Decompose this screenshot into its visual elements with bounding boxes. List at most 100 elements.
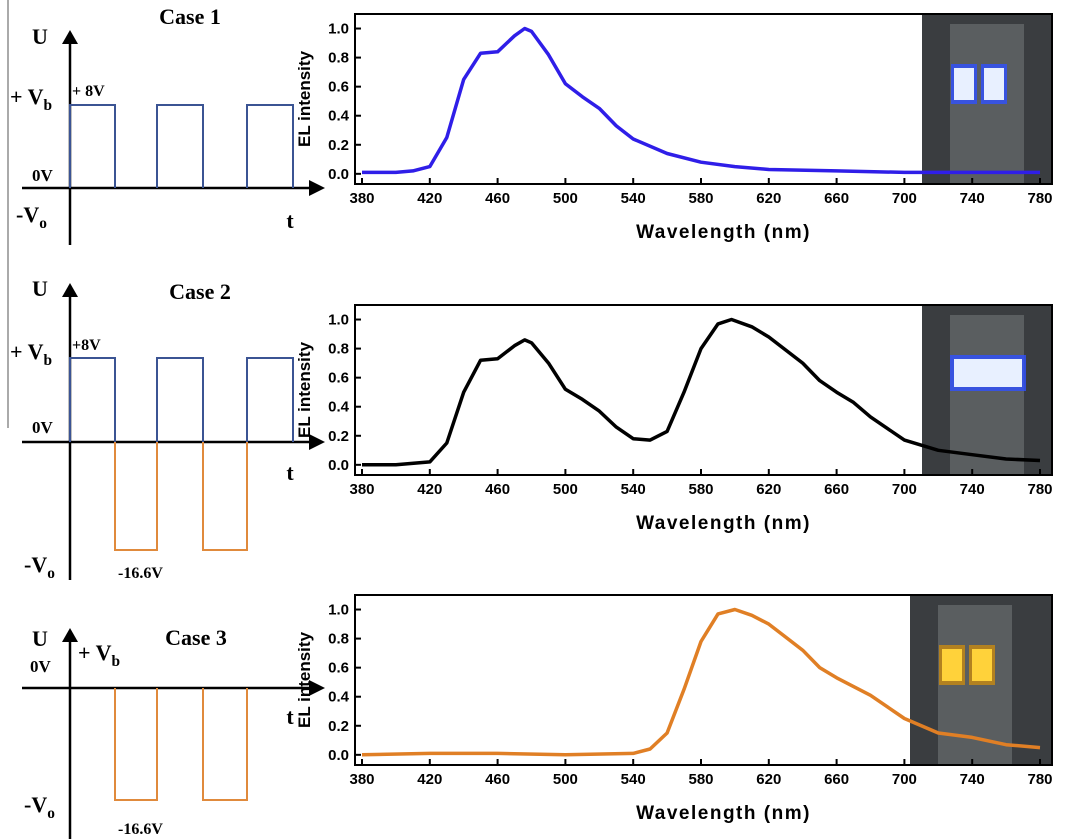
x-tick-label: 540	[621, 481, 646, 498]
x-tick-label: 540	[621, 190, 646, 207]
label-subscript: b	[44, 352, 53, 369]
y-tick-label: 0.0	[328, 166, 349, 183]
x-tick-label: 420	[417, 190, 442, 207]
pulse-positive	[69, 357, 116, 442]
x-tick-label: 740	[960, 481, 985, 498]
y-tick-label: 0.8	[328, 50, 349, 67]
x-tick-label: 620	[756, 771, 781, 788]
pulse-negative	[114, 442, 158, 551]
diagram-title: Case 2	[169, 279, 231, 304]
x-tick-label: 380	[349, 481, 374, 498]
x-tick-label: 380	[349, 771, 374, 788]
y-arrow	[62, 628, 78, 642]
diagram-title: Case 1	[159, 4, 221, 29]
photo-glow	[972, 649, 992, 681]
y-tick-label: 1.0	[328, 602, 349, 619]
y-tick-label: 0.6	[328, 79, 349, 96]
label-text: + V	[10, 339, 44, 364]
y-tick-label: 1.0	[328, 312, 349, 329]
y-tick-label: 0.8	[328, 631, 349, 648]
diagram-label: 0V	[32, 166, 54, 185]
y-axis-title: EL intensity	[295, 341, 314, 438]
x-tick-label: 780	[1027, 190, 1052, 207]
x-axis-title: Wavelength (nm)	[636, 803, 811, 824]
x-tick-label: 780	[1027, 771, 1052, 788]
photo-glow	[942, 649, 962, 681]
x-tick-label: 700	[892, 190, 917, 207]
plot-frame	[354, 13, 1053, 185]
label-text: + V	[78, 640, 112, 665]
y-axis-label: U	[32, 276, 48, 301]
diagram-label: 0V	[30, 657, 52, 676]
label-subscript: o	[39, 215, 47, 232]
x-tick-label: 700	[892, 771, 917, 788]
x-tick-label: 500	[553, 771, 578, 788]
diagram-label: + 8V	[72, 83, 105, 100]
x-tick-label: 580	[688, 481, 713, 498]
x-tick-label: 460	[485, 771, 510, 788]
x-axis-title: Wavelength (nm)	[636, 513, 811, 534]
diagram-label: + Vb	[10, 84, 52, 114]
diagram-label: -16.6V	[118, 821, 163, 838]
photo-glow	[984, 68, 1004, 100]
x-tick-label: 580	[688, 190, 713, 207]
pulse-negative	[114, 688, 158, 801]
pulse-positive	[246, 104, 294, 188]
label-text: -V	[24, 552, 47, 577]
label-subscript: b	[44, 97, 53, 114]
diagram-label: + Vb	[78, 640, 120, 670]
y-tick-label: 0.2	[328, 718, 349, 735]
y-tick-label: 0.2	[328, 137, 349, 154]
label-text: -V	[16, 202, 39, 227]
x-tick-label: 660	[824, 481, 849, 498]
x-tick-label: 620	[756, 190, 781, 207]
y-tick-label: 0.4	[328, 689, 350, 706]
x-axis-label: t	[286, 704, 294, 729]
pulse-positive	[69, 104, 116, 188]
y-axis-label: U	[32, 626, 48, 651]
spectrum-line	[362, 26, 1040, 175]
label-text: 0V	[32, 166, 54, 185]
photo-glow	[954, 359, 1022, 387]
y-tick-label: 0.6	[328, 370, 349, 387]
y-tick-label: 0.2	[328, 428, 349, 445]
x-tick-label: 580	[688, 771, 713, 788]
label-subscript: o	[47, 565, 55, 582]
x-arrow	[309, 434, 325, 450]
pulse-negative	[202, 688, 248, 801]
x-tick-label: 740	[960, 190, 985, 207]
label-text: +8V	[72, 337, 101, 354]
spectrum-line	[362, 317, 1041, 467]
photo-glow	[954, 68, 974, 100]
photo-device	[950, 315, 1024, 475]
x-tick-label: 460	[485, 190, 510, 207]
x-tick-label: 380	[349, 190, 374, 207]
x-arrow	[309, 180, 325, 196]
y-arrow	[62, 30, 78, 44]
x-tick-label: 780	[1027, 481, 1052, 498]
label-text: -V	[24, 792, 47, 817]
x-tick-label: 500	[553, 481, 578, 498]
x-tick-label: 660	[824, 771, 849, 788]
pulse-positive	[246, 357, 294, 442]
diagram-label: -Vo	[16, 202, 47, 232]
y-tick-label: 0.8	[328, 341, 349, 358]
x-axis-label: t	[286, 208, 294, 233]
x-axis-title: Wavelength (nm)	[636, 222, 811, 243]
x-tick-label: 620	[756, 481, 781, 498]
y-arrow	[62, 283, 78, 297]
x-tick-label: 660	[824, 190, 849, 207]
diagram-label: + Vb	[10, 339, 52, 369]
pulse-positive	[156, 357, 204, 442]
plot-frame	[354, 594, 1053, 766]
x-tick-label: 460	[485, 481, 510, 498]
diagram-title: Case 3	[165, 625, 227, 650]
y-tick-label: 0.0	[328, 457, 349, 474]
diagram-label: -Vo	[24, 792, 55, 822]
label-text: 0V	[32, 418, 54, 437]
diagram-label: -16.6V	[118, 565, 163, 582]
label-text: + 8V	[72, 83, 105, 100]
plot-frame	[354, 304, 1053, 476]
label-subscript: o	[47, 805, 55, 822]
